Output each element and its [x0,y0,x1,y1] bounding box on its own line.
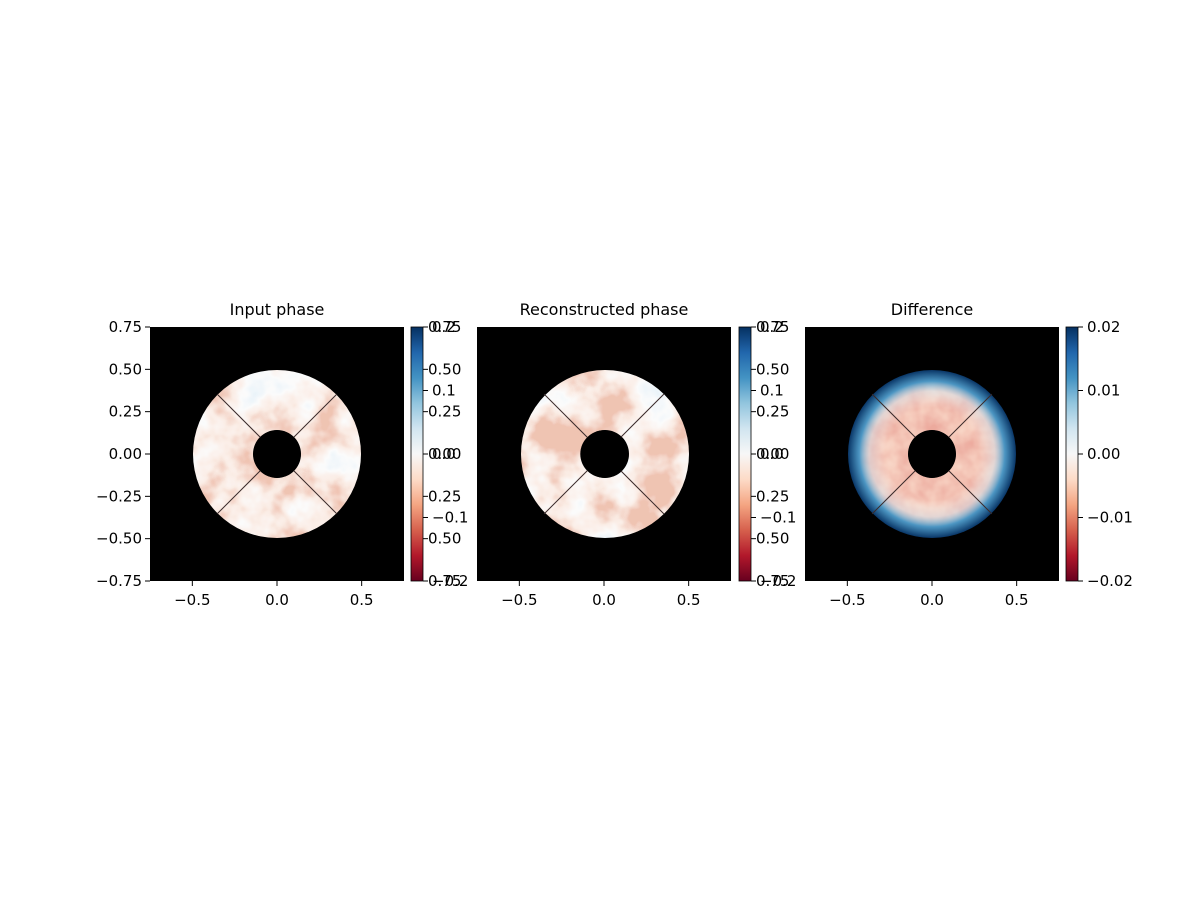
y-tick-label: −0.50 [96,530,142,548]
colorbar-tick-label: 0.0 [760,445,784,463]
colorbar-tick-label: 0.0 [432,445,456,463]
y-tick-label: −0.75 [96,572,142,590]
colorbar-tick-label: 0.50 [756,360,789,378]
colorbar-tick-label: 0.25 [756,403,789,421]
spider-vane-3 [871,470,916,515]
colorbar-gradient [738,326,752,582]
colorbar-gradient [410,326,424,582]
spider-vane-2 [543,393,588,438]
colorbar-tick-label: −0.1 [432,509,468,527]
colorbar-tick-label: 0.1 [760,382,784,400]
panel-title: Reconstructed phase [520,300,689,319]
colorbar-tick-label: 0.50 [428,530,461,548]
spider-vane-3 [543,470,588,515]
colorbar-tick-label: 0.2 [760,318,784,336]
colorbar-tick-label: 0.01 [1087,382,1120,400]
central-obscuration [253,430,301,478]
panel-2: Reconstructed phase −0.5 0.0 0.5 0.75 0.50 0.2… [477,300,796,609]
colorbar-tick-label: 0.2 [432,318,456,336]
colorbar: 0.750.500.250.000.250.500.750.20.10.0−0.… [738,318,796,590]
panel-title: Difference [891,300,973,319]
colorbar-tick-label: −0.2 [760,572,796,590]
spider-vane-2 [216,393,261,438]
panel-title: Input phase [230,300,325,319]
central-obscuration [580,430,628,478]
spider-vane-3 [216,470,261,515]
spider-vane-2 [871,393,916,438]
colorbar-tick-label: 0.50 [756,530,789,548]
panel-3: Difference −0.5 0.0 0.5 0.02 0.01 0.00 −0.01 −0.… [805,300,1133,609]
spider-vane-4 [948,470,993,515]
colorbar-tick-label: −0.02 [1087,572,1133,590]
colorbar-tick-label: 0.75 [428,572,461,590]
colorbar-tick-label: −0.1 [760,509,796,527]
colorbar-tick-label: 0.25 [756,487,789,505]
x-tick-label: −0.5 [501,591,537,609]
spider-vane-4 [620,470,665,515]
y-tick-label: 0.25 [109,403,142,421]
spider-vane-1 [293,393,338,438]
x-tick-label: 0.0 [265,591,289,609]
colorbar: 0.750.500.250.000.250.500.750.20.10.0−0.… [410,318,468,590]
x-tick-label: 0.5 [350,591,374,609]
colorbar-tick-label: 0.00 [428,445,461,463]
x-tick-label: 0.5 [677,591,701,609]
colorbar-tick-label: 0.00 [756,445,789,463]
y-tick-label: −0.25 [96,487,142,505]
y-tick-label: 0.00 [109,445,142,463]
central-obscuration [908,430,956,478]
y-tick-label: 0.75 [109,318,142,336]
colorbar-tick-label: −0.01 [1087,509,1133,527]
colorbar-tick-label: 0.50 [428,360,461,378]
colorbar-tick-label: 0.75 [756,318,789,336]
colorbar: 0.02 0.01 0.00 −0.01 −0.02 [1065,318,1133,590]
colorbar-tick-label: −0.2 [432,572,468,590]
y-tick-label: 0.50 [109,360,142,378]
spider-vane-1 [948,393,993,438]
colorbar-tick-label: 0.02 [1087,318,1120,336]
spider-vane-1 [620,393,665,438]
colorbar-tick-label: 0.75 [428,318,461,336]
x-tick-label: 0.0 [592,591,616,609]
x-tick-label: −0.5 [174,591,210,609]
colorbar-tick-label: 0.25 [428,487,461,505]
colorbar-tick-label: 0.00 [1087,445,1120,463]
panel-1: Input phase −0.5 0.0 0.5 0.75 0.50 0.25 0.00 −0.… [96,300,468,609]
x-tick-label: 0.0 [920,591,944,609]
colorbar-tick-label: 0.25 [428,403,461,421]
spider-vane-4 [293,470,338,515]
x-tick-label: 0.5 [1005,591,1029,609]
colorbar-gradient [1065,326,1079,582]
x-tick-label: −0.5 [829,591,865,609]
colorbar-tick-label: 0.1 [432,382,456,400]
colorbar-tick-label: 0.75 [756,572,789,590]
